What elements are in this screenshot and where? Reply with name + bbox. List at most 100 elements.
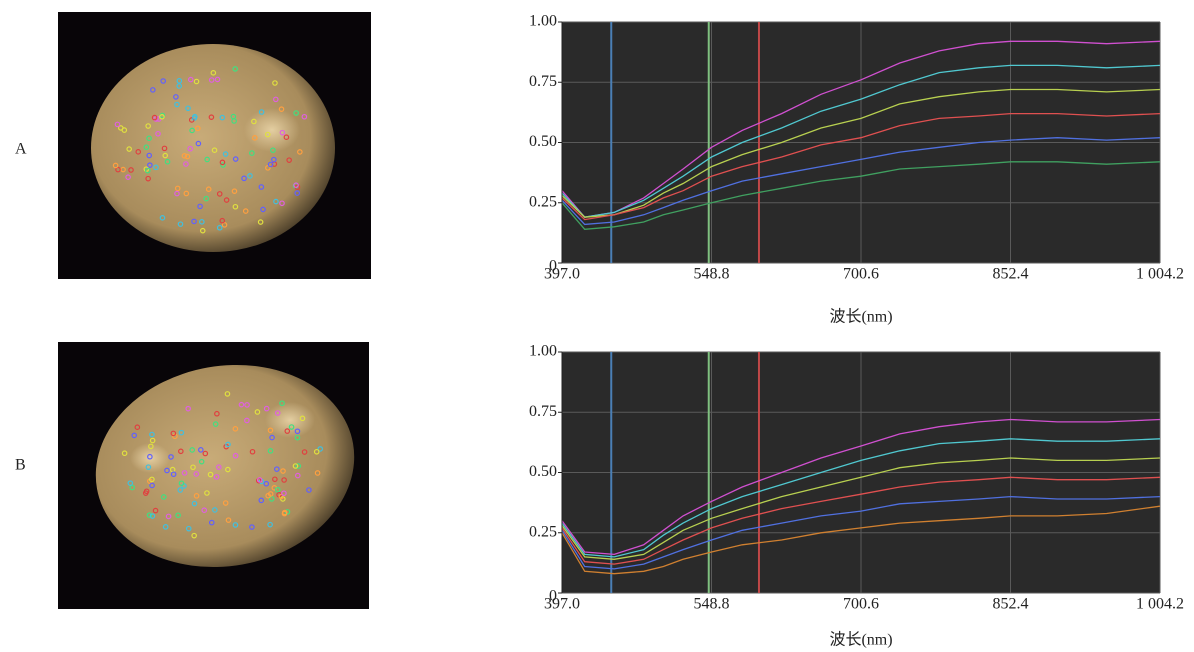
sample-point [198,447,204,453]
x-tick-label: 852.4 [993,596,1029,613]
spectrum-line [561,457,1161,560]
x-tick-label: 397.0 [544,266,580,283]
sample-point [225,441,231,448]
sample-point [181,470,188,476]
sample-point [267,521,273,528]
sample-point [274,410,281,416]
sample-point [114,121,121,128]
sample-point [190,464,196,471]
sample-point [284,428,291,434]
sample-point [174,185,181,192]
spectrum-line [561,505,1161,575]
sample-point [232,203,239,210]
sample-point [192,113,198,120]
sample-point [232,426,239,432]
sample-point [191,218,197,225]
sample-point [189,447,196,453]
sample-point [145,167,151,174]
sample-point [197,203,203,210]
sample-point [155,130,161,137]
y-tick-label: 0.50 [529,133,557,150]
sample-point [219,217,226,224]
sample-point [274,466,280,472]
sample-point [317,446,324,452]
sample-point [301,449,308,455]
sample-point [152,507,159,514]
sample-point [176,78,183,84]
sample-point [232,156,239,162]
sample-point [294,434,301,441]
x-tick-label: 700.6 [843,266,879,283]
sample-point [254,409,261,415]
spectrum-line [561,495,1161,570]
sample-point [301,113,308,120]
image-a [58,12,371,279]
sample-point [165,513,172,520]
sample-point [194,125,201,132]
sample-point [147,453,153,460]
sample-point [187,76,194,83]
sample-point [178,429,185,436]
x-tick-label: 1 004.2 [1136,596,1184,613]
sample-point [134,424,141,430]
y-tick-label: 0.25 [529,193,557,210]
y-tick-label: 0 [549,258,557,275]
sample-point [244,417,250,424]
sample-point [213,474,220,480]
sample-point [247,173,253,179]
sample-point [223,197,230,203]
spectrum-line [561,438,1161,558]
y-tick-label: 0.75 [529,73,557,90]
sample-point [232,522,239,528]
x-axis-title: 波长(nm) [829,308,892,326]
sample-point [149,431,155,438]
sample-point [281,509,288,516]
sample-point [177,221,184,227]
sample-point [219,114,226,121]
sample-point [225,466,231,473]
sample-point [170,430,177,437]
sample-point [268,496,275,502]
sample-point [147,162,153,168]
sample-point [212,507,218,513]
spectrum-line [561,476,1161,565]
sample-point [193,471,200,477]
sample-point [294,190,301,196]
sample-point [149,513,156,519]
sample-point [216,464,222,470]
sample-point [181,153,188,159]
x-tick-label: 700.6 [843,596,879,613]
sample-point [145,464,152,470]
sample-point [251,118,257,125]
sample-point [193,78,200,85]
y-tick-label: 0.75 [529,403,557,420]
sample-point [306,487,312,493]
sample-point [149,476,155,483]
sample-point [151,114,158,121]
sample-point [270,147,276,154]
sample-point [216,191,223,197]
sample-point [146,135,152,142]
sample-point [198,458,205,465]
sample-point [222,151,229,157]
sample-point [288,424,295,430]
panel-label: A [15,141,27,158]
sample-point [146,152,153,159]
y-tick-label: 0.50 [529,463,557,480]
sample-point [120,166,126,173]
sample-point [293,110,299,116]
sample-point [269,434,275,441]
sample-point [230,113,237,120]
sample-point [244,402,250,408]
sample-point [174,190,180,197]
sample-point [148,443,154,450]
x-tick-label: 1 004.2 [1136,266,1184,283]
sample-point [178,480,185,487]
panel-label: B [15,457,26,474]
sample-point [208,77,215,83]
sample-point [267,491,274,497]
sample-point [297,149,303,155]
sample-point [185,525,192,532]
sample-point [295,463,302,469]
sample-point [183,161,189,167]
